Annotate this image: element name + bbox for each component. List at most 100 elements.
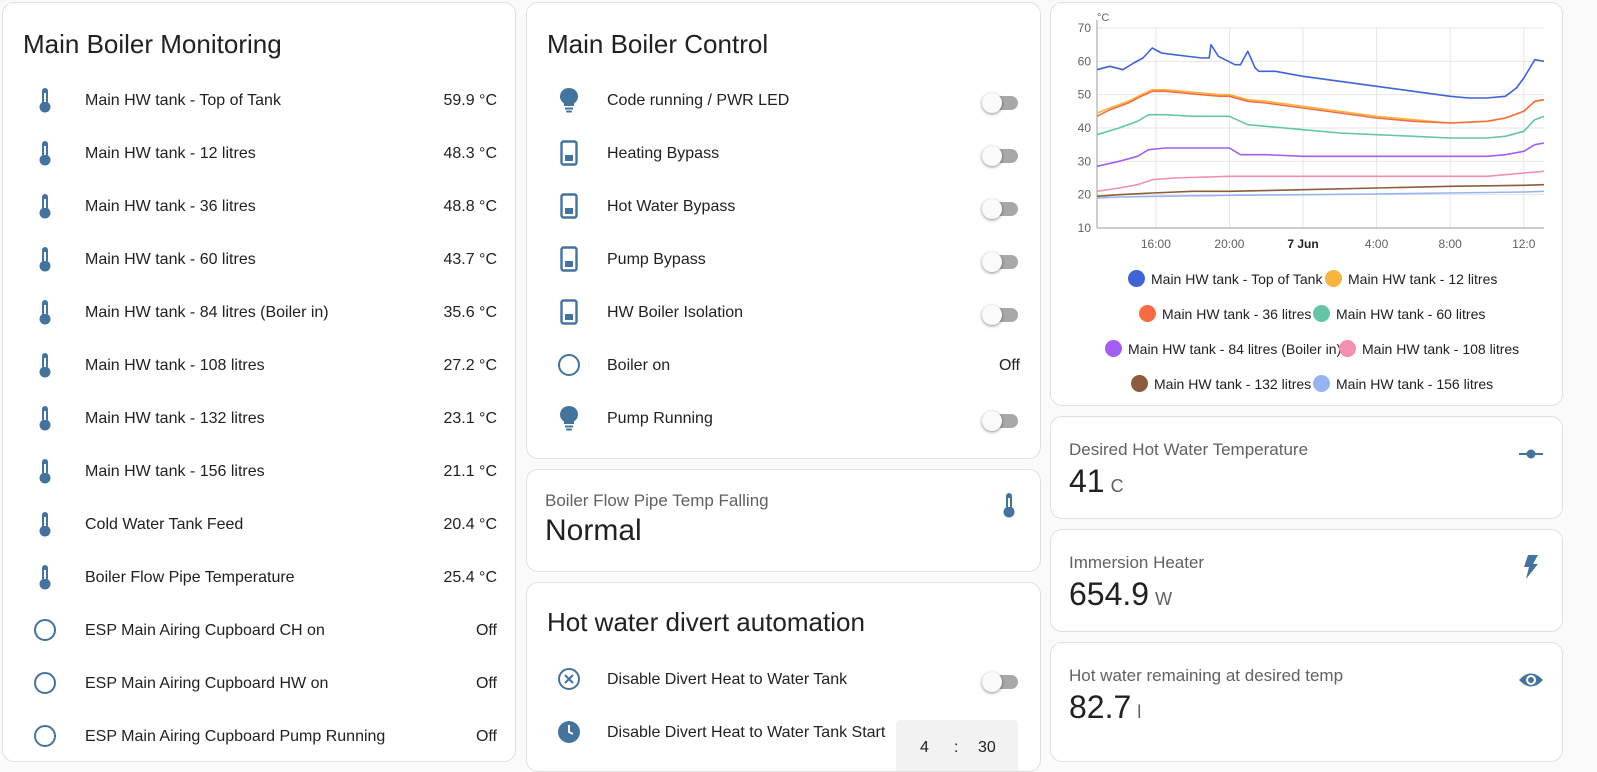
y-tick-label: 40 [1078, 121, 1092, 135]
entity-state: 20.4 °C [443, 515, 497, 533]
relay-switch-icon [545, 288, 593, 336]
series-line-main-hw-tank-60-litres [1096, 113, 1545, 139]
thermometer-icon [21, 394, 69, 442]
entity-name: Heating Bypass [607, 144, 720, 162]
entity-state: Off [475, 621, 497, 639]
entity-row-main-hw-tank-top-of-tank[interactable]: Main HW tank - Top of Tank 59.9 °C [3, 74, 515, 127]
immersion-heater-tile[interactable]: Immersion Heater 654.9 W [1050, 529, 1563, 632]
entity-name: Main HW tank - 108 litres [85, 356, 265, 374]
series-line-main-hw-tank-156-litres [1096, 190, 1545, 199]
entity-name: Main HW tank - 84 litres (Boiler in) [85, 303, 329, 321]
hot-water-remaining-tile[interactable]: Hot water remaining at desired temp 82.7… [1050, 642, 1563, 762]
relay-switch-icon [545, 129, 593, 177]
entity-row-boiler-flow-pipe-temperature[interactable]: Boiler Flow Pipe Temperature 25.4 °C [3, 551, 515, 604]
entity-name: ESP Main Airing Cupboard CH on [85, 621, 325, 639]
lightbulb-icon [545, 394, 593, 442]
y-tick-label: 10 [1078, 221, 1092, 235]
entity-name: Pump Bypass [607, 250, 706, 268]
legend-item-main-hw-tank-60-litres[interactable]: Main HW tank - 60 litres [1313, 305, 1485, 322]
x-tick-label: 8:00 [1439, 237, 1463, 251]
entity-row-main-hw-tank-132-litres[interactable]: Main HW tank - 132 litres 23.1 °C [3, 392, 515, 445]
flow-pipe-tile[interactable]: Boiler Flow Pipe Temp Falling Normal [526, 469, 1041, 572]
entity-row-main-hw-tank-36-litres[interactable]: Main HW tank - 36 litres 48.8 °C [3, 180, 515, 233]
legend-label: Main HW tank - Top of Tank [1151, 270, 1323, 287]
entity-row-esp-main-airing-cupboard-ch-on[interactable]: ESP Main Airing Cupboard CH on Off [3, 604, 515, 657]
toggle-switch[interactable] [982, 250, 1018, 272]
thermometer-icon [994, 490, 1024, 520]
x-tick-label: 20:00 [1214, 237, 1244, 251]
toggle-switch[interactable] [982, 670, 1018, 692]
monitoring-title: Main Boiler Monitoring [23, 29, 282, 59]
history-graph-card: 10 20 30 40 50 60 70 16:00 20:00 7 Jun 4:00 8:00 12:… [1050, 2, 1563, 406]
entity-state: 48.3 °C [443, 144, 497, 162]
entity-name: Pump Running [607, 409, 713, 427]
legend-swatch [1128, 270, 1145, 287]
y-tick-label: 20 [1078, 188, 1092, 202]
time-hour[interactable]: 4 [920, 739, 929, 756]
entity-state: 43.7 °C [443, 250, 497, 268]
temperature-history-chart[interactable]: 10 20 30 40 50 60 70 16:00 20:00 7 Jun 4:00 8:00 12:… [1051, 3, 1563, 263]
entity-name: Disable Divert Heat to Water Tank Start [607, 723, 886, 741]
entity-name: Main HW tank - 36 litres [85, 197, 256, 215]
entity-row-main-hw-tank-84-litres-boiler-in[interactable]: Main HW tank - 84 litres (Boiler in) 35.6… [3, 286, 515, 339]
entity-state: 21.1 °C [443, 462, 497, 480]
entity-row-heating-bypass[interactable]: Heating Bypass [527, 127, 1040, 180]
thermometer-icon [21, 182, 69, 230]
thermometer-icon [21, 288, 69, 336]
entity-row-main-hw-tank-108-litres[interactable]: Main HW tank - 108 litres 27.2 °C [3, 339, 515, 392]
legend-item-main-hw-tank-12-litres[interactable]: Main HW tank - 12 litres [1325, 270, 1497, 287]
entity-row-main-hw-tank-60-litres[interactable]: Main HW tank - 60 litres 43.7 °C [3, 233, 515, 286]
series-line-main-hw-tank-84-litres-boiler-in [1096, 142, 1545, 168]
toggle-switch[interactable] [982, 144, 1018, 166]
entity-name: Boiler Flow Pipe Temperature [85, 568, 295, 586]
desired-temp-tile[interactable]: Desired Hot Water Temperature 41 C [1050, 416, 1563, 519]
legend-swatch [1325, 270, 1342, 287]
toggle-switch[interactable] [982, 197, 1018, 219]
entity-row-hw-boiler-isolation[interactable]: HW Boiler Isolation [527, 286, 1040, 339]
entity-name: Disable Divert Heat to Water Tank [607, 670, 848, 688]
entity-row-disable-divert-heat-to-water-tank-start[interactable]: Disable Divert Heat to Water Tank Start 4… [527, 706, 1040, 771]
entity-row-esp-main-airing-cupboard-pump-running[interactable]: ESP Main Airing Cupboard Pump Running Off [3, 710, 515, 761]
clock-icon [545, 708, 593, 756]
time-minute[interactable]: 30 [978, 739, 996, 756]
time-input[interactable]: 4: 30 [896, 720, 1018, 771]
entity-row-cold-water-tank-feed[interactable]: Cold Water Tank Feed 20.4 °C [3, 498, 515, 551]
desired-temp-label: Desired Hot Water Temperature [1069, 440, 1309, 459]
entity-row-hot-water-bypass[interactable]: Hot Water Bypass [527, 180, 1040, 233]
relay-switch-icon [545, 235, 593, 283]
desired-temp-unit: C [1110, 476, 1124, 496]
entity-row-disable-divert-heat-to-water-tank[interactable]: Disable Divert Heat to Water Tank [527, 653, 1040, 706]
series-line-main-hw-tank-36-litres [1096, 90, 1545, 124]
lightbulb-icon [545, 76, 593, 124]
remaining-label: Hot water remaining at desired temp [1069, 666, 1344, 685]
legend-label: Main HW tank - 12 litres [1348, 270, 1498, 287]
legend-item-main-hw-tank-156-litres[interactable]: Main HW tank - 156 litres [1313, 375, 1493, 392]
monitoring-card: Main Boiler Monitoring Main HW tank - To… [2, 2, 516, 762]
legend-swatch [1139, 305, 1156, 322]
circle-outline-icon [21, 712, 69, 760]
thermometer-icon [21, 447, 69, 495]
toggle-switch[interactable] [982, 303, 1018, 325]
thermometer-icon [21, 553, 69, 601]
entity-row-main-hw-tank-156-litres[interactable]: Main HW tank - 156 litres 21.1 °C [3, 445, 515, 498]
entity-row-pump-bypass[interactable]: Pump Bypass [527, 233, 1040, 286]
thermometer-icon [21, 129, 69, 177]
legend-item-main-hw-tank-108-litres[interactable]: Main HW tank - 108 litres [1339, 340, 1519, 357]
thermometer-icon [21, 341, 69, 389]
entity-state: 48.8 °C [443, 197, 497, 215]
entity-row-esp-main-airing-cupboard-hw-on[interactable]: ESP Main Airing Cupboard HW on Off [3, 657, 515, 710]
toggle-switch[interactable] [982, 409, 1018, 431]
toggle-switch[interactable] [982, 91, 1018, 113]
time-separator: : [954, 739, 959, 756]
y-tick-label: 30 [1078, 154, 1092, 168]
legend-item-main-hw-tank-84-litres-boiler-in[interactable]: Main HW tank - 84 litres (Boiler in) [1105, 340, 1341, 357]
entity-row-main-hw-tank-12-litres[interactable]: Main HW tank - 12 litres 48.3 °C [3, 127, 515, 180]
entity-row-boiler-on[interactable]: Boiler on Off [527, 339, 1040, 392]
entity-row-code-running-pwr-led[interactable]: Code running / PWR LED [527, 74, 1040, 127]
legend-item-main-hw-tank-36-litres[interactable]: Main HW tank - 36 litres [1139, 305, 1311, 322]
x-tick-label: 4:00 [1365, 237, 1389, 251]
entity-row-pump-running[interactable]: Pump Running [527, 392, 1040, 445]
legend-item-main-hw-tank-132-litres[interactable]: Main HW tank - 132 litres [1131, 375, 1311, 392]
legend-item-main-hw-tank-top-of-tank[interactable]: Main HW tank - Top of Tank [1128, 270, 1322, 287]
relay-switch-icon [545, 182, 593, 230]
